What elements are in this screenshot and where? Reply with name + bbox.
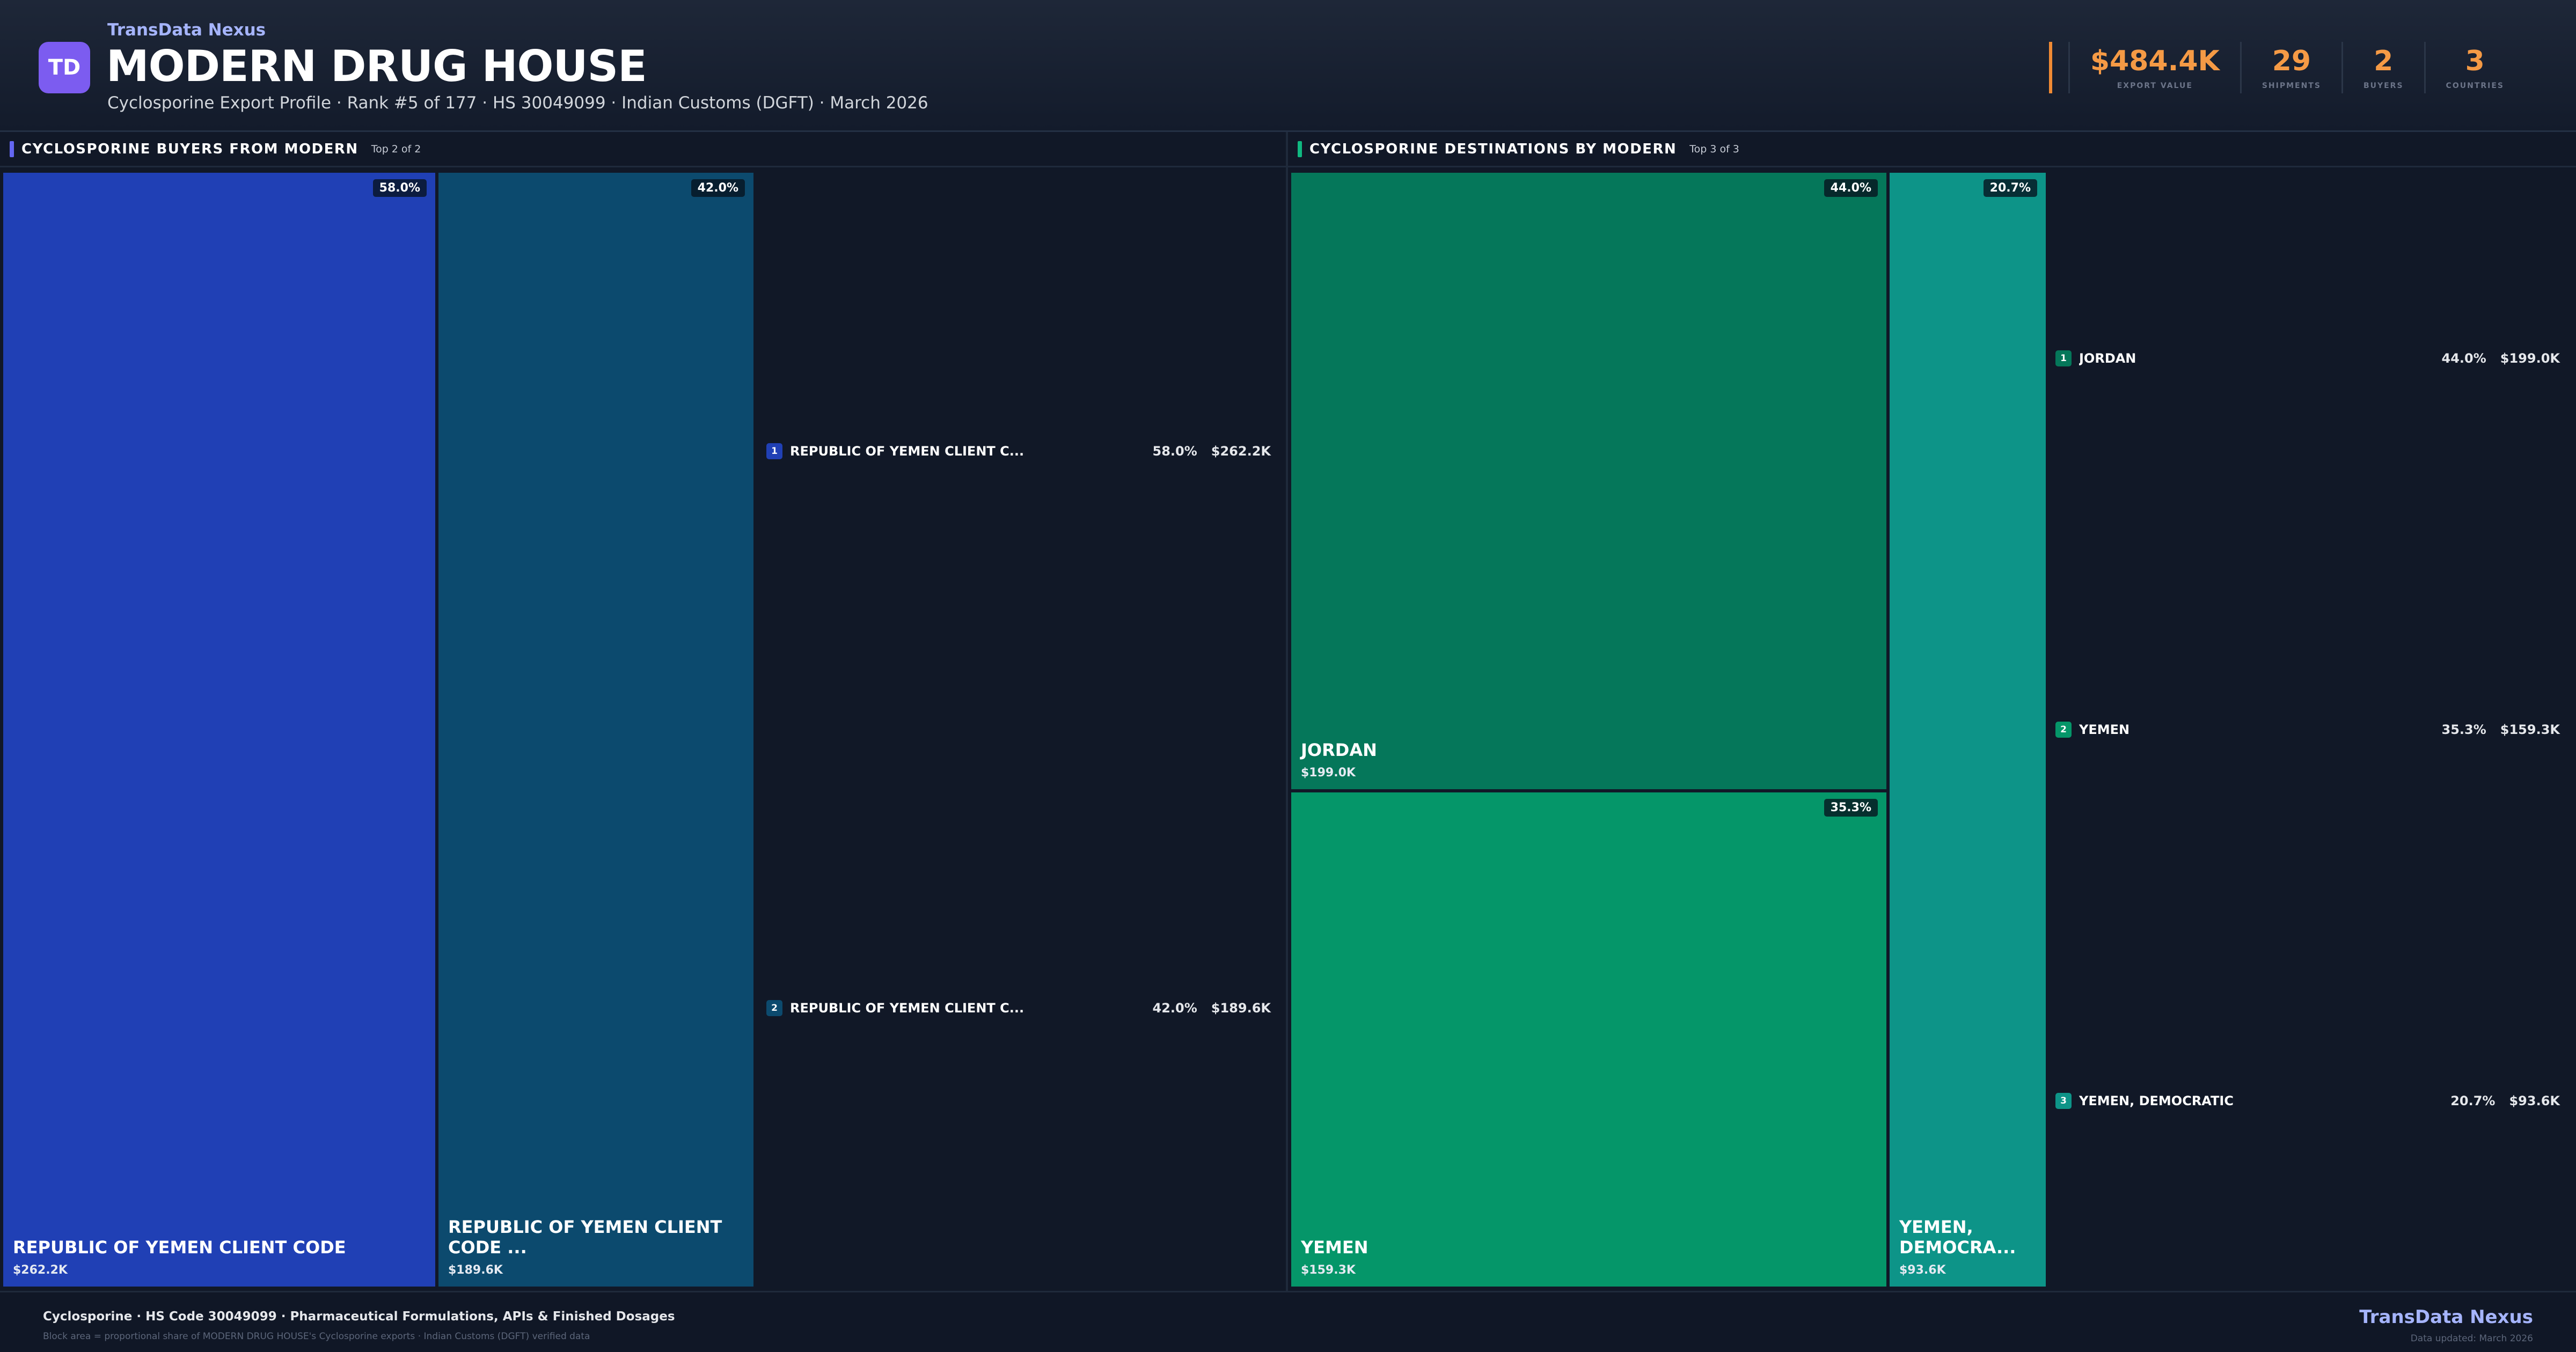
kpi-accent-bar bbox=[2048, 42, 2052, 93]
buyers-legend: 1 REPUBLIC OF YEMEN CLIENT C... 58.0% $262.… bbox=[766, 132, 1271, 1291]
footer-brand: TransData Nexus bbox=[2359, 1306, 2533, 1328]
legend-value: $159.3K bbox=[2500, 722, 2560, 737]
legend-share: 35.3% bbox=[2441, 722, 2486, 737]
treemap-tile: 44.0% JORDAN $199.0K bbox=[1291, 173, 1886, 789]
legend-rank: 2 bbox=[766, 1000, 782, 1016]
legend-label: YEMEN bbox=[2079, 722, 2130, 737]
tile-label: JORDAN bbox=[1301, 740, 1377, 760]
legend-item: 1 JORDAN 44.0% $199.0K bbox=[2055, 348, 2560, 369]
brand-logo: TD bbox=[39, 42, 90, 93]
legend-item: 2 REPUBLIC OF YEMEN CLIENT C... 42.0% $189.… bbox=[766, 997, 1271, 1019]
legend-value: $262.2K bbox=[1211, 444, 1271, 459]
kpi-buyers: 2 BUYERS bbox=[2341, 42, 2424, 93]
buyers-panel-header: CYCLOSPORINE BUYERS FROM MODERN Top 2 of… bbox=[0, 132, 1287, 167]
tile-value: $189.6K bbox=[448, 1263, 503, 1277]
treemap-tile: 58.0% REPUBLIC OF YEMEN CLIENT CODE $262.2… bbox=[3, 173, 435, 1287]
treemap-tile: 35.3% YEMEN $159.3K bbox=[1291, 792, 1886, 1287]
tile-share-badge: 20.7% bbox=[1983, 179, 2037, 197]
destinations-panel-subtitle: Top 3 of 3 bbox=[1689, 143, 1739, 155]
legend-share: 20.7% bbox=[2450, 1093, 2496, 1108]
kpi-label: BUYERS bbox=[2363, 82, 2404, 90]
legend-value: $189.6K bbox=[1211, 1001, 1271, 1016]
destinations-panel: CYCLOSPORINE DESTINATIONS BY MODERN Top … bbox=[1288, 132, 2576, 1291]
kpi-countries: 3 COUNTRIES bbox=[2424, 42, 2524, 93]
brand-name: TransData Nexus bbox=[107, 20, 266, 40]
kpi-value: 3 bbox=[2465, 45, 2485, 77]
tile-share-badge: 42.0% bbox=[691, 179, 745, 197]
legend-label: REPUBLIC OF YEMEN CLIENT C... bbox=[790, 444, 1024, 459]
page-title: MODERN DRUG HOUSE bbox=[106, 41, 647, 91]
legend-rank: 3 bbox=[2055, 1093, 2072, 1109]
kpi-value: 29 bbox=[2272, 45, 2311, 77]
footer-note: Block area = proportional share of MODER… bbox=[43, 1331, 590, 1342]
kpi-export-value: $484.4K EXPORT VALUE bbox=[2068, 42, 2240, 93]
panel-accent-bar bbox=[1298, 141, 1302, 157]
kpi-value: $484.4K bbox=[2090, 45, 2220, 77]
tile-value: $199.0K bbox=[1301, 766, 1356, 780]
kpi-label: COUNTRIES bbox=[2446, 82, 2504, 90]
kpi-value: 2 bbox=[2374, 45, 2394, 77]
tile-label: YEMEN bbox=[1301, 1237, 1368, 1258]
legend-rank: 2 bbox=[2055, 722, 2072, 738]
buyers-panel: CYCLOSPORINE BUYERS FROM MODERN Top 2 of… bbox=[0, 132, 1287, 1291]
treemap-tile: 42.0% REPUBLIC OF YEMEN CLIENT CODE ... $1… bbox=[438, 173, 753, 1287]
kpi-label: EXPORT VALUE bbox=[2117, 82, 2193, 90]
tile-share-badge: 58.0% bbox=[372, 179, 427, 197]
buyers-panel-subtitle: Top 2 of 2 bbox=[371, 143, 421, 155]
legend-label: REPUBLIC OF YEMEN CLIENT C... bbox=[790, 1001, 1024, 1016]
legend-share: 42.0% bbox=[1152, 1001, 1197, 1016]
destinations-legend: 1 JORDAN 44.0% $199.0K 2 YEMEN 35.3% $159.3K 3 YE… bbox=[2055, 132, 2560, 1291]
tile-share-badge: 44.0% bbox=[1824, 179, 1878, 197]
legend-item: 1 REPUBLIC OF YEMEN CLIENT C... 58.0% $262.… bbox=[766, 440, 1271, 462]
legend-item: 3 YEMEN, DEMOCRATIC 20.7% $93.6K bbox=[2055, 1090, 2560, 1112]
kpi-label: SHIPMENTS bbox=[2262, 82, 2321, 90]
legend-label: YEMEN, DEMOCRATIC bbox=[2079, 1093, 2234, 1108]
legend-value: $199.0K bbox=[2500, 351, 2560, 366]
footer-updated: Data updated: March 2026 bbox=[2410, 1333, 2533, 1344]
kpi-shipments: 29 SHIPMENTS bbox=[2240, 42, 2341, 93]
destinations-panel-header: CYCLOSPORINE DESTINATIONS BY MODERN Top … bbox=[1288, 132, 2576, 167]
tile-value: $93.6K bbox=[1899, 1263, 1946, 1277]
legend-value: $93.6K bbox=[2509, 1093, 2560, 1108]
page-header: TD TransData Nexus MODERN DRUG HOUSE Cyc… bbox=[0, 0, 2576, 132]
tile-label: REPUBLIC OF YEMEN CLIENT CODE bbox=[13, 1237, 346, 1258]
tile-share-badge: 35.3% bbox=[1824, 799, 1878, 817]
tile-label: YEMEN, DEMOCRA... bbox=[1899, 1217, 2016, 1258]
tile-value: $262.2K bbox=[13, 1263, 68, 1277]
page-subtitle: Cyclosporine Export Profile · Rank #5 of… bbox=[107, 93, 928, 113]
destinations-panel-title: CYCLOSPORINE DESTINATIONS BY MODERN bbox=[1309, 141, 1677, 157]
tile-value: $159.3K bbox=[1301, 1263, 1356, 1277]
footer-description: Cyclosporine · HS Code 30049099 · Pharma… bbox=[43, 1310, 675, 1324]
page-footer: Cyclosporine · HS Code 30049099 · Pharma… bbox=[0, 1291, 2576, 1352]
legend-label: JORDAN bbox=[2079, 351, 2136, 366]
tile-label: REPUBLIC OF YEMEN CLIENT CODE ... bbox=[448, 1217, 722, 1258]
kpi-strip: $484.4K EXPORT VALUE 29 SHIPMENTS 2 BUYE… bbox=[2048, 42, 2524, 93]
treemap-tile: 20.7% YEMEN, DEMOCRA... $93.6K bbox=[1890, 173, 2046, 1287]
legend-rank: 1 bbox=[766, 443, 782, 459]
legend-item: 2 YEMEN 35.3% $159.3K bbox=[2055, 719, 2560, 740]
panel-divider bbox=[1286, 132, 1288, 1291]
legend-share: 44.0% bbox=[2441, 351, 2486, 366]
legend-share: 58.0% bbox=[1152, 444, 1197, 459]
panel-accent-bar bbox=[10, 141, 14, 157]
buyers-panel-title: CYCLOSPORINE BUYERS FROM MODERN bbox=[21, 141, 358, 157]
legend-rank: 1 bbox=[2055, 350, 2072, 366]
